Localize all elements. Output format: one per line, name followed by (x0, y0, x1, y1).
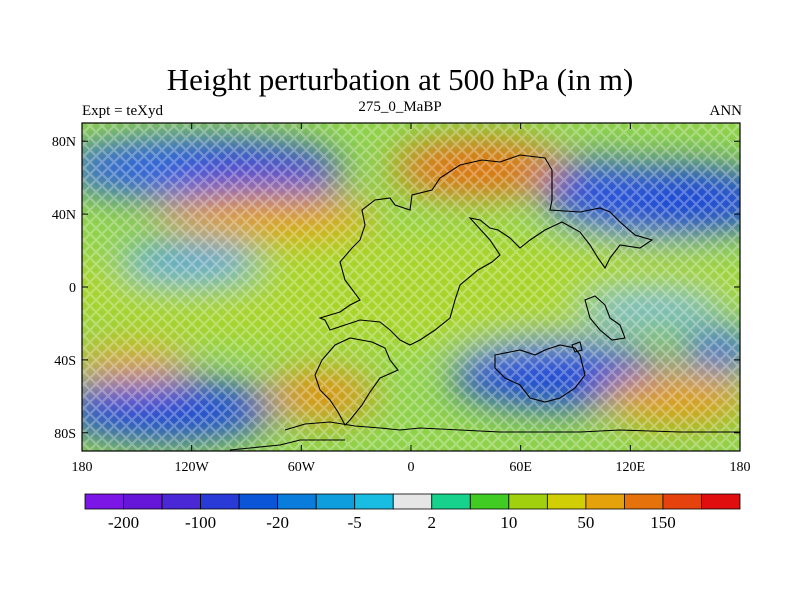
colorbar-box (662, 493, 702, 510)
y-tick-label: 80N (52, 135, 76, 150)
colorbar-box (469, 493, 510, 510)
colorbar-box (84, 493, 124, 510)
y-tick-label: 0 (69, 281, 76, 296)
y-tick-label: 80S (54, 427, 76, 442)
colorbar-box (354, 493, 394, 510)
colorbar-label: -5 (348, 513, 362, 532)
colorbar-box (238, 493, 279, 510)
x-tick-label: 60W (288, 460, 316, 475)
colorbar-label: 2 (428, 513, 437, 532)
y-tick-label: 40S (54, 354, 76, 369)
y-tick-label: 40N (52, 208, 76, 223)
x-axis: 180 120W 60W 0 60E 120E 180 (72, 123, 751, 475)
x-tick-label: 180 (730, 460, 751, 475)
colorbar: -200 -100 -20 -5 2 10 50 150 (84, 493, 741, 532)
colorbar-label: 150 (650, 513, 676, 532)
colorbar-box (585, 493, 625, 510)
experiment-label: Expt = teXyd (82, 103, 163, 119)
x-tick-label: 180 (72, 460, 93, 475)
colorbar-box (315, 493, 356, 510)
height-field (82, 123, 740, 451)
period-label: ANN (709, 103, 743, 119)
colorbar-label: 10 (500, 513, 517, 532)
colorbar-label: -200 (108, 513, 139, 532)
colorbar-box (200, 493, 240, 510)
colorbar-box (431, 493, 471, 510)
colorbar-label: 50 (577, 513, 594, 532)
colorbar-box (624, 493, 664, 510)
x-tick-label: 0 (408, 460, 415, 475)
colorbar-box (392, 493, 433, 510)
colorbar-box (161, 493, 201, 510)
run-label: 275_0_MaBP (358, 99, 442, 115)
coastlines (229, 154, 740, 451)
x-tick-label: 120W (175, 460, 210, 475)
colorbar-label: -100 (185, 513, 216, 532)
colorbar-box (508, 493, 548, 510)
colorbar-label: -20 (266, 513, 289, 532)
colorbar-box (546, 493, 587, 510)
y-axis: 80N 40N 0 40S 80S (52, 135, 740, 442)
plot-title: Height perturbation at 500 hPa (in m) (166, 62, 634, 97)
colorbar-box (277, 493, 317, 510)
colorbar-box (701, 493, 741, 510)
colorbar-box (123, 493, 163, 510)
x-tick-label: 60E (509, 460, 532, 475)
x-tick-label: 120E (616, 460, 646, 475)
